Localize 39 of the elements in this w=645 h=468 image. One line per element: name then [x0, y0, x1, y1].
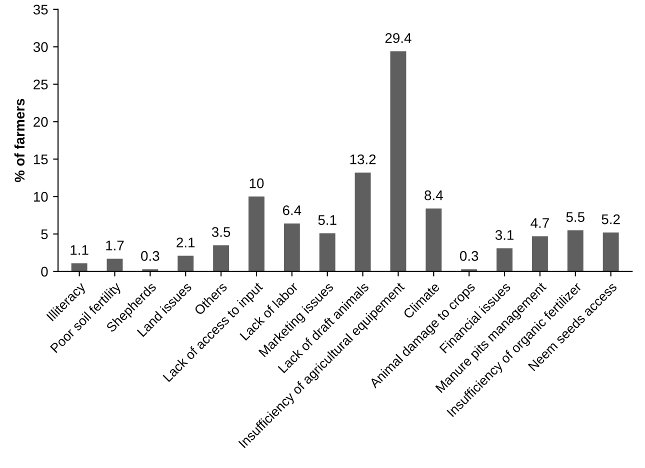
y-tick-label: 35: [33, 4, 48, 15]
data-label: 0.3: [460, 251, 478, 261]
y-tick-label: 5: [41, 229, 48, 240]
y-tick-label: 15: [34, 154, 48, 164]
y-tick-label: 20: [34, 117, 48, 127]
y-tick-label: 25: [34, 80, 48, 90]
data-label: 4.7: [530, 218, 549, 228]
data-label: 2.1: [176, 238, 195, 248]
bar: [248, 196, 264, 272]
bar: [319, 233, 336, 272]
bar: [426, 208, 442, 272]
y-tick-label: 10: [34, 192, 48, 202]
data-label: 13.2: [350, 154, 376, 164]
bar: [496, 248, 513, 272]
y-tick-label: 30: [33, 42, 48, 52]
y-tick-label: 0: [41, 266, 48, 277]
bar: [532, 236, 548, 272]
data-label: 0.3: [141, 251, 160, 261]
data-label: 6.4: [282, 205, 302, 216]
data-label: 1.7: [106, 240, 124, 250]
data-label: 3.1: [495, 230, 514, 240]
bar: [213, 245, 230, 272]
bar: [106, 258, 123, 272]
bar: [284, 224, 300, 272]
data-label: 3.5: [212, 227, 230, 237]
data-label: 10: [250, 178, 264, 188]
bar: [567, 230, 584, 272]
y-axis-title: % of farmers: [14, 98, 25, 182]
data-label: 5.5: [566, 212, 584, 222]
data-label: 5.1: [318, 215, 336, 225]
data-label: 1.1: [70, 245, 88, 255]
data-label: 29.4: [385, 33, 412, 43]
data-label: 8.4: [424, 190, 443, 200]
bar: [178, 256, 194, 272]
bar: [71, 263, 88, 272]
bar: [602, 232, 619, 272]
bar: [390, 51, 406, 272]
bar: [354, 172, 371, 272]
data-label: 5.2: [602, 214, 620, 224]
